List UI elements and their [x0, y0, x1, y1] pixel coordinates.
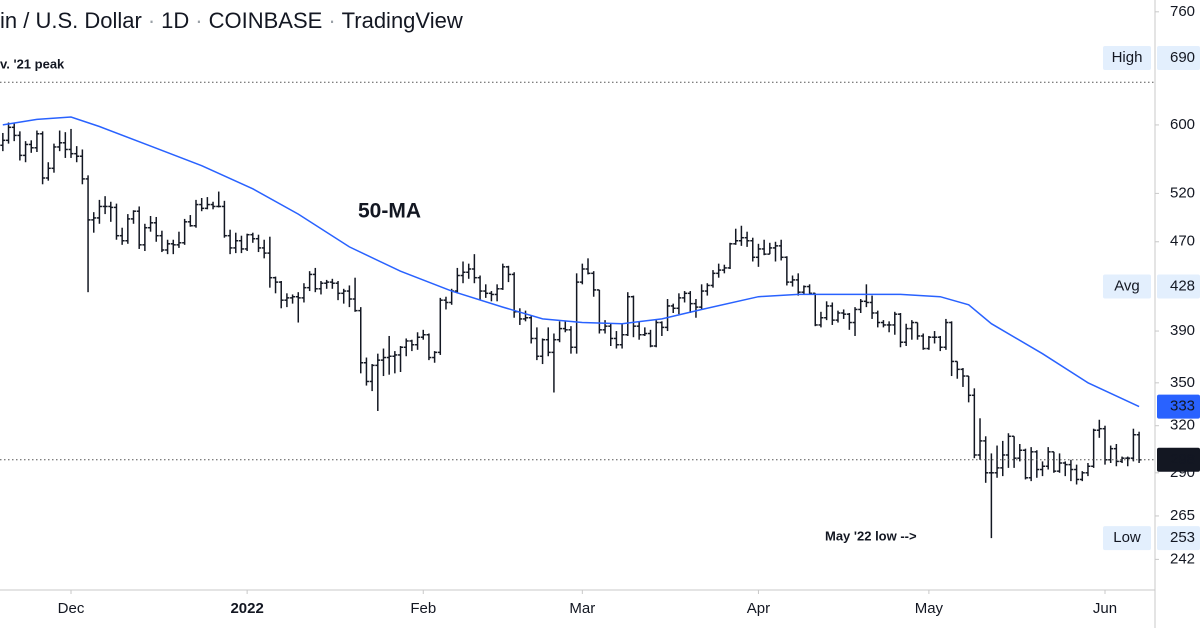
moving-average-line	[2, 116, 1140, 408]
price-tag-label: Low	[1113, 529, 1141, 546]
title-separator: ·	[148, 8, 155, 33]
x-tick-label: Dec	[58, 600, 85, 617]
y-tick-label: 520	[1170, 184, 1195, 201]
x-tick-label: 2022	[230, 600, 263, 617]
price-tag-label: Avg	[1114, 278, 1140, 295]
price-tag-value: 690	[1170, 49, 1195, 66]
price-tag-value: 333	[1170, 398, 1195, 415]
title-separator: ·	[195, 8, 202, 33]
price-tag-label-box	[1103, 46, 1151, 71]
y-tick-label: 320	[1170, 417, 1195, 434]
annotation: May '22 low -->	[825, 528, 917, 543]
title-separator: ·	[328, 8, 335, 33]
price-tag-value: 253	[1170, 529, 1195, 546]
price-tag-box	[1157, 526, 1200, 551]
price-tag-label: High	[1112, 49, 1143, 66]
price-tag-box	[1157, 447, 1200, 472]
price-tag-box	[1157, 46, 1200, 71]
title-part: 1D	[161, 8, 189, 33]
x-tick-label: Jun	[1093, 600, 1117, 617]
x-tick-label: Mar	[569, 600, 595, 617]
y-tick-label: 242	[1170, 550, 1195, 567]
price-tag-label-box	[1103, 274, 1151, 299]
y-tick-label: 760	[1170, 3, 1195, 20]
y-tick-label: 265	[1170, 507, 1195, 524]
chart-title: in / U.S. Dollar · 1D · COINBASE · TradingView	[0, 8, 463, 33]
title-part: COINBASE	[209, 8, 323, 33]
y-tick-label: 350	[1170, 374, 1195, 391]
y-tick-label: 600	[1170, 116, 1195, 133]
price-tag-label-box	[1103, 526, 1151, 551]
annotation: v. '21 peak	[0, 56, 65, 71]
x-tick-label: May	[915, 600, 944, 617]
price-tag-box	[1157, 274, 1200, 299]
x-tick-label: Feb	[410, 600, 436, 617]
title-part: in / U.S. Dollar	[0, 8, 142, 33]
y-tick-label: 470	[1170, 233, 1195, 250]
y-tick-label: 390	[1170, 322, 1195, 339]
price-tag-value: 298	[1170, 451, 1195, 468]
price-tag-value: 428	[1170, 278, 1195, 295]
x-tick-label: Apr	[747, 600, 770, 617]
title-part: TradingView	[342, 8, 463, 33]
price-tag-box	[1157, 394, 1200, 419]
annotation: 50-MA	[358, 200, 421, 223]
